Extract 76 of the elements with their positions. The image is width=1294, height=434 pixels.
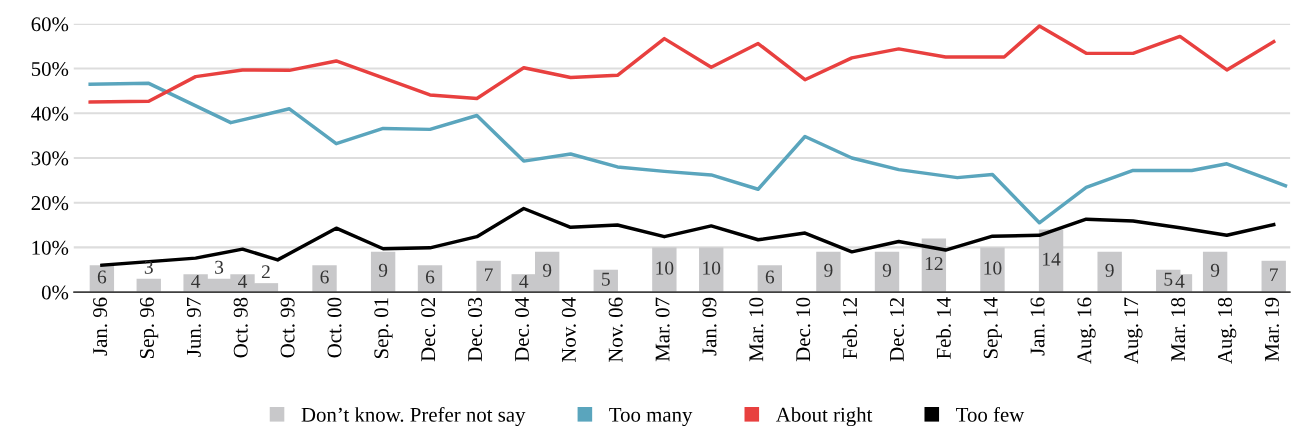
data-label: 2	[261, 265, 270, 279]
x-tick-label: Aug. 17	[1124, 297, 1143, 364]
y-tick-label: 0%	[41, 285, 69, 300]
line-series	[88, 81, 1288, 225]
data-label: 6	[425, 270, 435, 284]
data-label: 12	[925, 257, 943, 270]
bar	[1261, 260, 1286, 293]
data-label: 9	[882, 263, 892, 277]
x-tick-label: Sep. 14	[983, 297, 1002, 359]
x-tick-label: Dec. 10	[796, 297, 811, 362]
data-label: 9	[378, 263, 388, 277]
legend-label: Too many	[609, 407, 693, 427]
x-tick-label: Nov. 04	[561, 297, 576, 363]
x-tick-label: Aug. 18	[1217, 297, 1237, 364]
x-tick-label: Jun. 97	[186, 297, 201, 357]
x-tick-label: Oct. 98	[233, 297, 248, 358]
data-label: 14	[1043, 252, 1061, 266]
bar	[312, 265, 337, 293]
bar	[980, 247, 1005, 293]
x-tick-label: Dec. 02	[421, 298, 436, 362]
data-label: 9	[1105, 263, 1114, 277]
bar	[816, 251, 841, 293]
x-tick-label: Mar. 07	[655, 297, 670, 362]
data-label: 4	[191, 275, 201, 288]
x-tick-label: Mar. 10	[749, 297, 764, 362]
x-tick-label: Oct. 00	[327, 297, 342, 358]
data-label: 7	[1270, 268, 1279, 282]
x-tick-label: Mar. 19	[1264, 297, 1280, 362]
data-label: 10	[703, 261, 721, 275]
data-label: 9	[542, 263, 552, 277]
data-label: 6	[320, 270, 329, 284]
data-label: 5	[602, 272, 610, 286]
y-tick-label: 30%	[31, 151, 69, 166]
y-tick-label: 20%	[31, 196, 69, 211]
data-label: 9	[1210, 263, 1220, 277]
y-tick-label: 50%	[31, 61, 69, 77]
data-label: 9	[824, 263, 833, 277]
x-tick-label: Jan. 96	[93, 297, 108, 356]
bar	[874, 251, 900, 293]
x-tick-label: Feb. 12	[842, 298, 858, 359]
data-label: 3	[144, 260, 153, 274]
data-label: 3	[215, 260, 224, 274]
data-label: 7	[485, 268, 493, 282]
bar	[1097, 251, 1122, 293]
x-tick-label: Jan. 09	[702, 297, 717, 356]
data-label: 4	[519, 275, 529, 288]
bar	[370, 251, 396, 293]
legend-label: Too few	[956, 406, 1025, 422]
x-tick-label: Dec. 03	[468, 297, 483, 362]
x-tick-label: Nov. 06	[608, 297, 623, 363]
bar	[1202, 251, 1228, 293]
bar	[699, 247, 724, 293]
data-label: 5	[1164, 272, 1173, 286]
data-label: 10	[656, 261, 674, 275]
data-label: 10	[984, 261, 1002, 275]
data-label: 6	[765, 270, 775, 284]
x-tick-label: Feb. 14	[936, 297, 951, 359]
y-tick-label: 10%	[32, 240, 69, 255]
x-tick-label: Jan. 16	[1030, 297, 1045, 356]
bar	[476, 260, 501, 293]
legend-label: About right	[775, 407, 873, 427]
x-tick-label: Sep. 01	[374, 298, 393, 359]
line-series	[88, 24, 1276, 104]
x-tick-label: Oct. 99	[280, 297, 295, 358]
x-tick-label: Aug. 16	[1077, 297, 1096, 364]
data-label: 4	[1175, 275, 1185, 288]
x-tick-label: Dec. 04	[514, 297, 530, 362]
x-tick-label: Sep. 96	[139, 297, 159, 359]
data-label: 4	[238, 275, 248, 288]
data-label: 6	[97, 270, 107, 284]
bar	[652, 247, 677, 293]
x-tick-label: Mar. 18	[1171, 297, 1186, 362]
x-tick-label: Dec. 12	[889, 298, 905, 362]
y-tick-label: 40%	[31, 106, 69, 121]
legend-label: Don’t know. Prefer not say	[301, 406, 526, 427]
y-tick-label: 60%	[31, 17, 69, 32]
